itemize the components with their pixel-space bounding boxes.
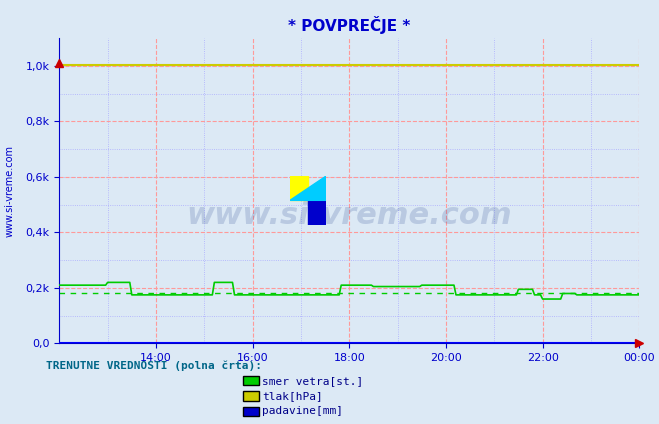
Text: www.si-vreme.com: www.si-vreme.com: [5, 145, 15, 237]
Text: smer vetra[st.]: smer vetra[st.]: [262, 376, 364, 386]
Text: tlak[hPa]: tlak[hPa]: [262, 391, 323, 401]
Polygon shape: [290, 176, 326, 201]
Title: * POVPREČJE *: * POVPREČJE *: [288, 16, 411, 34]
Text: www.si-vreme.com: www.si-vreme.com: [186, 201, 512, 230]
Text: TRENUTNE VREDNOSTI (polna črta):: TRENUTNE VREDNOSTI (polna črta):: [46, 360, 262, 371]
Text: padavine[mm]: padavine[mm]: [262, 406, 343, 416]
Bar: [308, 201, 326, 225]
Bar: [290, 176, 308, 201]
